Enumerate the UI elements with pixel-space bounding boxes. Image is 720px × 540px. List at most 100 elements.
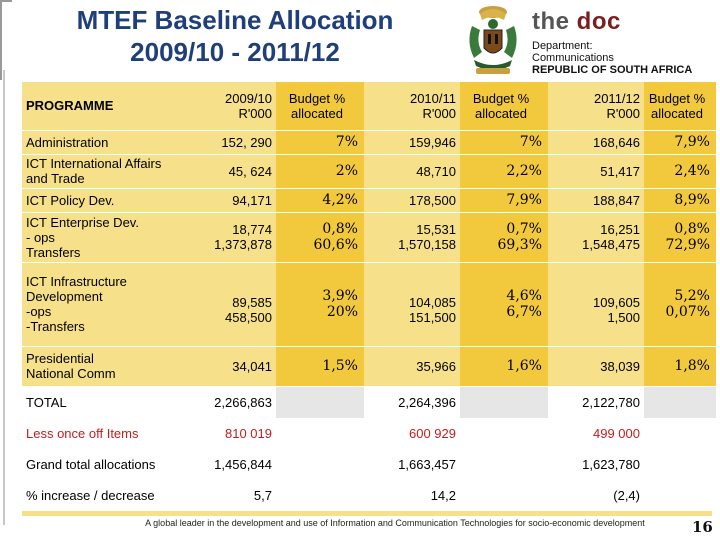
cell-value: 168,646 [548,130,644,155]
row-label-line: ICT Infrastructure [26,274,127,289]
cell-percent: 2,4% [644,154,716,189]
header-2011-value-text: 2011/12 R'000 [593,90,640,121]
cell-percent: 7% [276,130,364,155]
page-number: 16 [692,518,713,536]
cell-percent: 7,9% [644,130,716,155]
cell-percent: 60,6% [313,237,358,253]
cell-percent: 69,3% [497,237,542,253]
table-row-total: TOTAL 2,266,863 2,264,396 2,122,780 [22,386,716,419]
row-label: Grand total allocations [22,448,182,481]
header-2009-pct-text: Budget % allocated [288,90,346,121]
row-label-line: Transfers [26,244,81,260]
cell-value: 1,663,457 [364,448,460,481]
cell-empty [276,418,364,449]
cell-value: 600 929 [364,418,460,449]
cell-value: 2,122,780 [548,386,644,419]
row-label: ICT International Affairs and Trade [22,154,182,189]
cell-value: 35,966 [364,346,460,387]
row-label-line: Development [26,289,103,304]
cell-value: 1,456,844 [182,448,276,481]
table-row: ICT International Affairs and Trade 45, … [22,154,716,189]
cell-percent-pair: 5,2% 0,07% [644,262,716,347]
header-2010-value: 2010/11 R'000 [364,82,460,131]
cell-value: 48,710 [364,154,460,189]
cell-percent-empty [644,386,716,419]
cell-value: 499 000 [548,418,644,449]
cell-value: 1,373,878 [214,237,272,252]
header-2009-value: 2009/10 R'000 [182,82,276,131]
cell-percent: 2% [276,154,364,189]
table-row-percent-change: % increase / decrease 5,7 14,2 (2,4) [22,480,716,511]
cell-percent: 0,8% [674,221,710,237]
cell-percent: 0,8% [322,221,358,237]
cell-empty [460,448,548,481]
header-2011-pct: Budget % allocated [644,82,716,131]
cell-value: (2,4) [548,480,644,511]
table-row-grand-total: Grand total allocations 1,456,844 1,663,… [22,448,716,481]
cell-percent: 8,9% [644,188,716,213]
cell-value: 159,946 [364,130,460,155]
cell-value: 109,605 [593,295,640,310]
cell-percent: 0,07% [665,304,710,320]
cell-value: 178,500 [364,188,460,213]
cell-value: 15,531 [416,222,456,237]
row-label-line: Presidential [26,351,94,366]
row-label-line: -ops [26,304,52,319]
cell-value: 38,039 [548,346,644,387]
footer-tagline: A global leader in the development and u… [145,518,645,528]
cell-value-pair: 89,585 458,500 [182,262,276,347]
cell-empty [644,418,716,449]
cell-percent: 6,7% [506,304,542,320]
cell-percent: 3,9% [322,288,358,304]
table-row: Presidential National Comm 34,041 1,5% 3… [22,346,716,387]
cell-value: 2,264,396 [364,386,460,419]
department-logo: the doc Department: Communications REPUB… [460,2,720,80]
cell-percent-pair: 3,9% 20% [276,262,364,347]
row-label: ICT Infrastructure Development -ops -Tra… [22,262,182,347]
cell-value: 34,041 [182,346,276,387]
cell-percent: 7% [460,130,548,155]
row-label: ICT Enterprise Dev. - ops Transfers [22,212,182,263]
header-2009-pct: Budget % allocated [276,82,364,131]
row-label: % increase / decrease [22,480,182,511]
header-2010-pct: Budget % allocated [460,82,548,131]
title-line-1: MTEF Baseline Allocation [76,5,394,35]
department-name: Department: Communications REPUBLIC OF S… [532,40,692,76]
row-label: Administration [22,130,182,155]
cell-percent-pair: 4,6% 6,7% [460,262,548,347]
cell-value-pair: 15,531 1,570,158 [364,212,460,263]
cell-percent: 1,5% [276,346,364,387]
dept-line-1: Department: [532,40,593,52]
header-2009-value-text: 2009/10 R'000 [225,90,272,121]
cell-percent: 4,2% [276,188,364,213]
row-label-line: National Comm [26,366,116,381]
cell-percent: 2,2% [460,154,548,189]
cell-value: 51,417 [548,154,644,189]
cell-percent: 20% [326,304,358,320]
table-row: Administration 152, 290 7% 159,946 7% 16… [22,130,716,155]
cell-percent: 0,7% [506,221,542,237]
cell-value: 188,847 [548,188,644,213]
cell-percent: 1,6% [460,346,548,387]
header-programme: PROGRAMME [22,82,182,131]
cell-empty [276,448,364,481]
cell-value: 18,774 [232,222,272,237]
dept-line-3: REPUBLIC OF SOUTH AFRICA [532,64,693,76]
cell-value: 1,623,780 [548,448,644,481]
row-label: Less once off Items [22,418,182,449]
header-2011-pct-text: Budget % allocated [648,90,706,121]
cell-percent: 7,9% [460,188,548,213]
row-label: Presidential National Comm [22,346,182,387]
cell-percent-pair: 0,8% 60,6% [276,212,364,263]
side-decoration-line [3,70,5,525]
cell-value: 104,085 [409,295,456,310]
cell-value: 45, 624 [182,154,276,189]
table-row-less: Less once off Items 810 019 600 929 499 … [22,418,716,449]
cell-empty [644,480,716,511]
cell-empty [460,480,548,511]
coat-of-arms-icon [469,6,517,74]
row-label-line: -Transfers [26,319,85,334]
cell-value: 1,570,158 [398,237,456,252]
cell-value: 1,548,475 [582,237,640,252]
allocation-table: PROGRAMME 2009/10 R'000 Budget % allocat… [22,82,716,511]
